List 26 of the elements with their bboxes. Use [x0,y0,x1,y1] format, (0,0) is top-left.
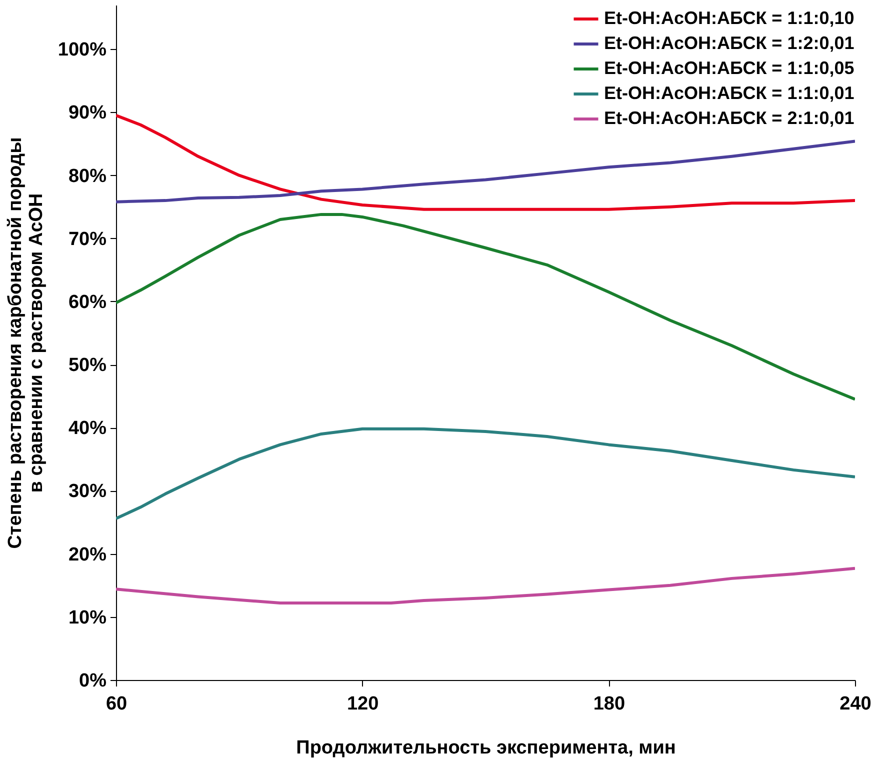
x-tick-label: 60 [106,694,128,714]
y-tick-label: 10% [68,607,107,628]
y-tick-label: 0% [79,670,107,692]
x-tick-label: 180 [593,694,626,714]
legend-label: Et-OH:AcOH:АБСК = 1:2:0,01 [604,33,854,53]
line-series [116,427,855,520]
legend-label: Et-OH:AcOH:АБСК = 1:1:0,01 [604,83,854,103]
y-tick-label: 40% [68,418,107,440]
y-tick-label: 60% [68,292,107,313]
legend-label: Et-OH:AcOH:АБСК = 1:1:0,10 [604,8,854,28]
x-tick-label: 120 [346,694,379,714]
x-tick-label: 240 [840,694,872,714]
y-tick-label: 100% [58,40,107,61]
y-tick-label: 70% [68,228,107,250]
line-series [116,566,855,605]
legend-label: Et-OH:AcOH:АБСК = 1:1:0,05 [604,58,854,78]
x-axis-title: Продолжительность эксперимента, мин [296,738,676,758]
y-tick-label: 80% [68,166,107,187]
y-tick-label: 30% [68,481,107,502]
y-axis-title: Степень растворения карбонатной породы в сравнении с раствором AcOH [4,137,47,549]
line-series [116,140,855,204]
line-series [116,212,855,401]
legend-label: Et-OH:AcOH:АБСК = 2:1:0,01 [604,108,854,128]
y-tick-label: 50% [68,355,107,376]
y-tick-label: 90% [68,102,107,124]
y-tick-label: 20% [68,544,107,566]
